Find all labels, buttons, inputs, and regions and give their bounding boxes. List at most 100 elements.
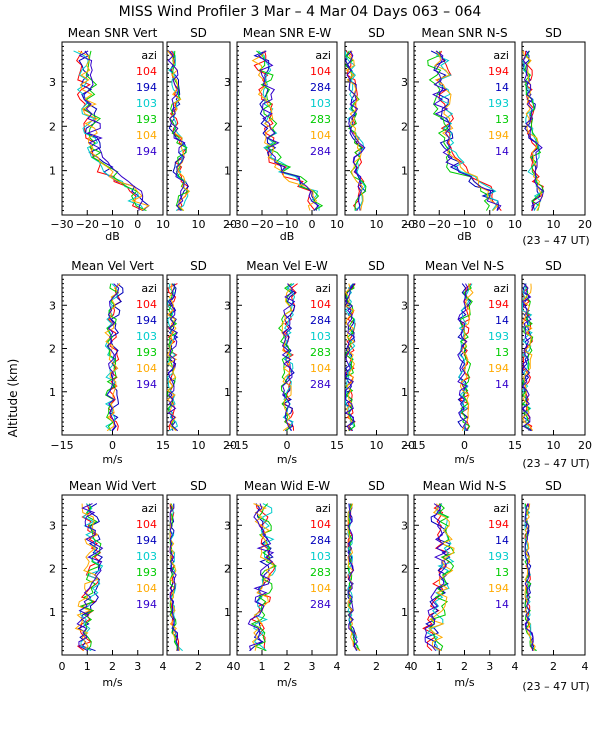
legend-header: azi	[315, 282, 331, 295]
y-tick-label: 3	[401, 519, 408, 532]
x-tick-label: −10	[453, 218, 476, 231]
x-tick-label: 4	[160, 660, 167, 673]
legend-entry: 104	[136, 129, 157, 142]
sd-series-line	[167, 50, 190, 211]
x-axis-unit: m/s	[454, 453, 474, 466]
legend-entry: 194	[136, 534, 157, 547]
sd-x-tick-label: 10	[547, 218, 561, 231]
legend-entry: 284	[310, 81, 331, 94]
sd-series-line	[167, 50, 190, 211]
legend-entry: 14	[495, 598, 509, 611]
panel-title-snr-2: Mean SNR N-S	[421, 26, 507, 40]
x-axis-unit: m/s	[102, 453, 122, 466]
y-tick-label: 1	[401, 165, 408, 178]
x-tick-label: 4	[334, 660, 341, 673]
legend-entry: 193	[488, 330, 509, 343]
mean-series-line	[78, 50, 144, 211]
sd-x-tick-label: 20	[401, 439, 415, 452]
y-tick-label: 3	[401, 76, 408, 89]
sd-x-tick-label: 4	[582, 660, 589, 673]
legend-entry: 284	[310, 378, 331, 391]
mean-series-line	[281, 283, 293, 432]
x-tick-label: 0	[234, 660, 241, 673]
x-axis-unit: dB	[280, 230, 295, 243]
legend-entry: 104	[136, 582, 157, 595]
mean-series-line	[247, 503, 275, 651]
x-tick-label: 0	[59, 660, 66, 673]
legend-entry: 193	[136, 113, 157, 126]
time-range-note: (23 – 47 UT)	[522, 234, 589, 247]
sd-series-line	[344, 283, 356, 432]
x-tick-label: 2	[284, 660, 291, 673]
legend-entry: 194	[136, 81, 157, 94]
y-tick-label: 2	[224, 343, 231, 356]
x-tick-label: 10	[508, 218, 522, 231]
mean-series-line	[281, 283, 296, 431]
mean-series-line	[76, 503, 104, 652]
x-tick-label: −15	[50, 439, 73, 452]
y-tick-label: 2	[401, 120, 408, 133]
sd-series-line	[347, 503, 361, 652]
y-tick-label: 2	[49, 343, 56, 356]
legend-entry: 284	[310, 145, 331, 158]
sd-series-line	[167, 283, 179, 432]
legend-header: azi	[315, 502, 331, 515]
mean-series-line	[250, 503, 278, 652]
mean-series-line	[104, 283, 121, 432]
sd-panel-frame	[521, 494, 586, 656]
legend-entry: 103	[310, 550, 331, 563]
sd-title-snr-2: SD	[545, 26, 562, 40]
sd-x-tick-label: 10	[192, 218, 206, 231]
legend-entry: 284	[310, 598, 331, 611]
legend-entry: 194	[136, 314, 157, 327]
legend-header: azi	[141, 49, 157, 62]
y-tick-label: 2	[224, 120, 231, 133]
sd-x-tick-label: 4	[405, 660, 412, 673]
legend-entry: 104	[310, 65, 331, 78]
y-tick-label: 2	[49, 120, 56, 133]
sd-x-tick-label: 4	[227, 660, 234, 673]
sd-x-tick-label: 20	[578, 218, 592, 231]
legend-entry: 14	[495, 378, 509, 391]
x-tick-label: 10	[330, 218, 344, 231]
x-tick-label: −15	[225, 439, 248, 452]
mean-series-line	[459, 283, 473, 431]
legend-entry: 103	[136, 97, 157, 110]
x-tick-label: 1	[84, 660, 91, 673]
sd-series-line	[524, 503, 534, 651]
y-tick-label: 3	[49, 76, 56, 89]
y-axis-label: Altitude (km)	[6, 359, 20, 438]
x-tick-label: 10	[156, 218, 170, 231]
x-tick-label: 2	[109, 660, 116, 673]
x-tick-label: 3	[486, 660, 493, 673]
sd-title-wid-1: SD	[368, 479, 385, 493]
x-tick-label: 3	[309, 660, 316, 673]
sd-series-line	[169, 503, 179, 651]
legend-entry: 193	[136, 346, 157, 359]
panel-title-wid-2: Mean Wid N-S	[423, 479, 507, 493]
mean-series-line	[83, 50, 147, 212]
sd-series-line	[344, 283, 356, 431]
legend-entry: 104	[310, 298, 331, 311]
y-tick-label: 1	[49, 165, 56, 178]
legend-entry: 194	[136, 145, 157, 158]
mean-series-line	[422, 503, 450, 652]
sd-series-line	[522, 50, 544, 211]
panel-title-vel-0: Mean Vel Vert	[71, 259, 154, 273]
mean-series-line	[424, 503, 447, 652]
panel-title-snr-1: Mean SNR E-W	[243, 26, 332, 40]
mean-series-line	[457, 283, 469, 432]
sd-series-line	[521, 283, 534, 431]
sd-series-line	[344, 283, 356, 432]
x-axis-unit: m/s	[102, 676, 122, 689]
x-tick-label: 1	[436, 660, 443, 673]
legend-entry: 104	[310, 129, 331, 142]
legend-entry: 194	[136, 598, 157, 611]
mean-series-line	[76, 50, 144, 212]
mean-series-line	[257, 50, 320, 211]
y-tick-label: 2	[49, 563, 56, 576]
sd-series-line	[346, 50, 366, 211]
legend-entry: 103	[310, 330, 331, 343]
sd-title-wid-0: SD	[190, 479, 207, 493]
